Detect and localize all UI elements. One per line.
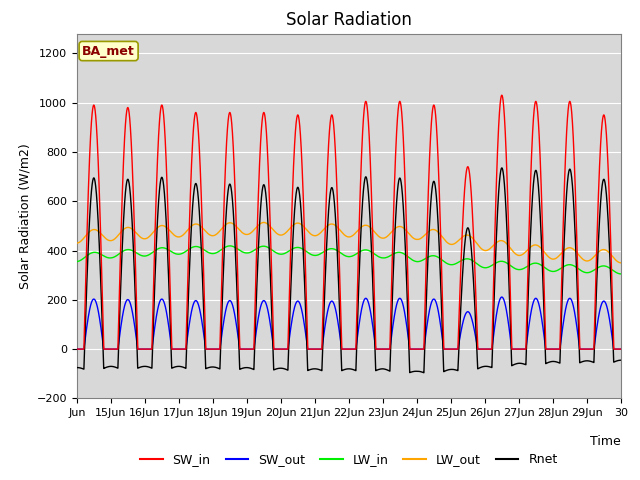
Line: SW_out: SW_out — [77, 297, 621, 349]
LW_in — [525, 263, 532, 268]
Rnet — [186, 264, 193, 270]
Rnet — [617, 357, 625, 363]
SW_out — [617, 346, 625, 352]
LW_in — [617, 271, 625, 277]
Rnet — [498, 165, 506, 171]
Rnet — [398, 186, 406, 192]
SW_out — [539, 323, 547, 328]
SW_in — [398, 112, 406, 118]
Rnet — [73, 365, 81, 371]
SW_in — [498, 92, 506, 98]
SW_out — [186, 320, 193, 325]
LW_in — [226, 243, 234, 249]
LW_in — [539, 263, 547, 269]
LW_in — [369, 250, 377, 256]
Rnet — [420, 370, 428, 376]
LW_out — [398, 224, 406, 230]
SW_in — [525, 243, 532, 249]
SW_out — [369, 324, 376, 329]
SW_in — [539, 230, 547, 236]
SW_out — [398, 298, 406, 304]
Title: Solar Radiation: Solar Radiation — [286, 11, 412, 29]
LW_out — [498, 238, 506, 243]
SW_out — [498, 294, 506, 300]
Y-axis label: Solar Radiation (W/m2): Solar Radiation (W/m2) — [18, 143, 31, 289]
Line: SW_in: SW_in — [77, 95, 621, 349]
Legend: SW_in, SW_out, LW_in, LW_out, Rnet: SW_in, SW_out, LW_in, LW_out, Rnet — [135, 448, 563, 471]
SW_in — [617, 346, 625, 352]
LW_in — [186, 246, 193, 252]
SW_out — [73, 346, 81, 352]
Text: Time: Time — [590, 435, 621, 448]
LW_out — [186, 225, 193, 231]
LW_in — [398, 250, 406, 256]
SW_in — [73, 346, 81, 352]
LW_out — [73, 240, 81, 246]
Line: Rnet: Rnet — [77, 168, 621, 373]
LW_in — [498, 258, 506, 264]
Line: LW_in: LW_in — [77, 246, 621, 274]
SW_in — [186, 216, 193, 222]
SW_in — [369, 235, 376, 240]
LW_out — [525, 246, 532, 252]
SW_in — [498, 92, 506, 98]
Rnet — [369, 280, 376, 286]
Rnet — [525, 277, 532, 283]
Rnet — [498, 165, 506, 171]
Rnet — [539, 274, 547, 279]
SW_out — [525, 325, 532, 331]
LW_out — [539, 247, 547, 253]
Line: LW_out: LW_out — [77, 222, 621, 263]
LW_in — [73, 259, 81, 264]
LW_out — [260, 219, 268, 225]
Text: BA_met: BA_met — [82, 45, 135, 58]
LW_out — [369, 227, 377, 233]
SW_out — [498, 294, 506, 300]
LW_out — [617, 260, 625, 266]
